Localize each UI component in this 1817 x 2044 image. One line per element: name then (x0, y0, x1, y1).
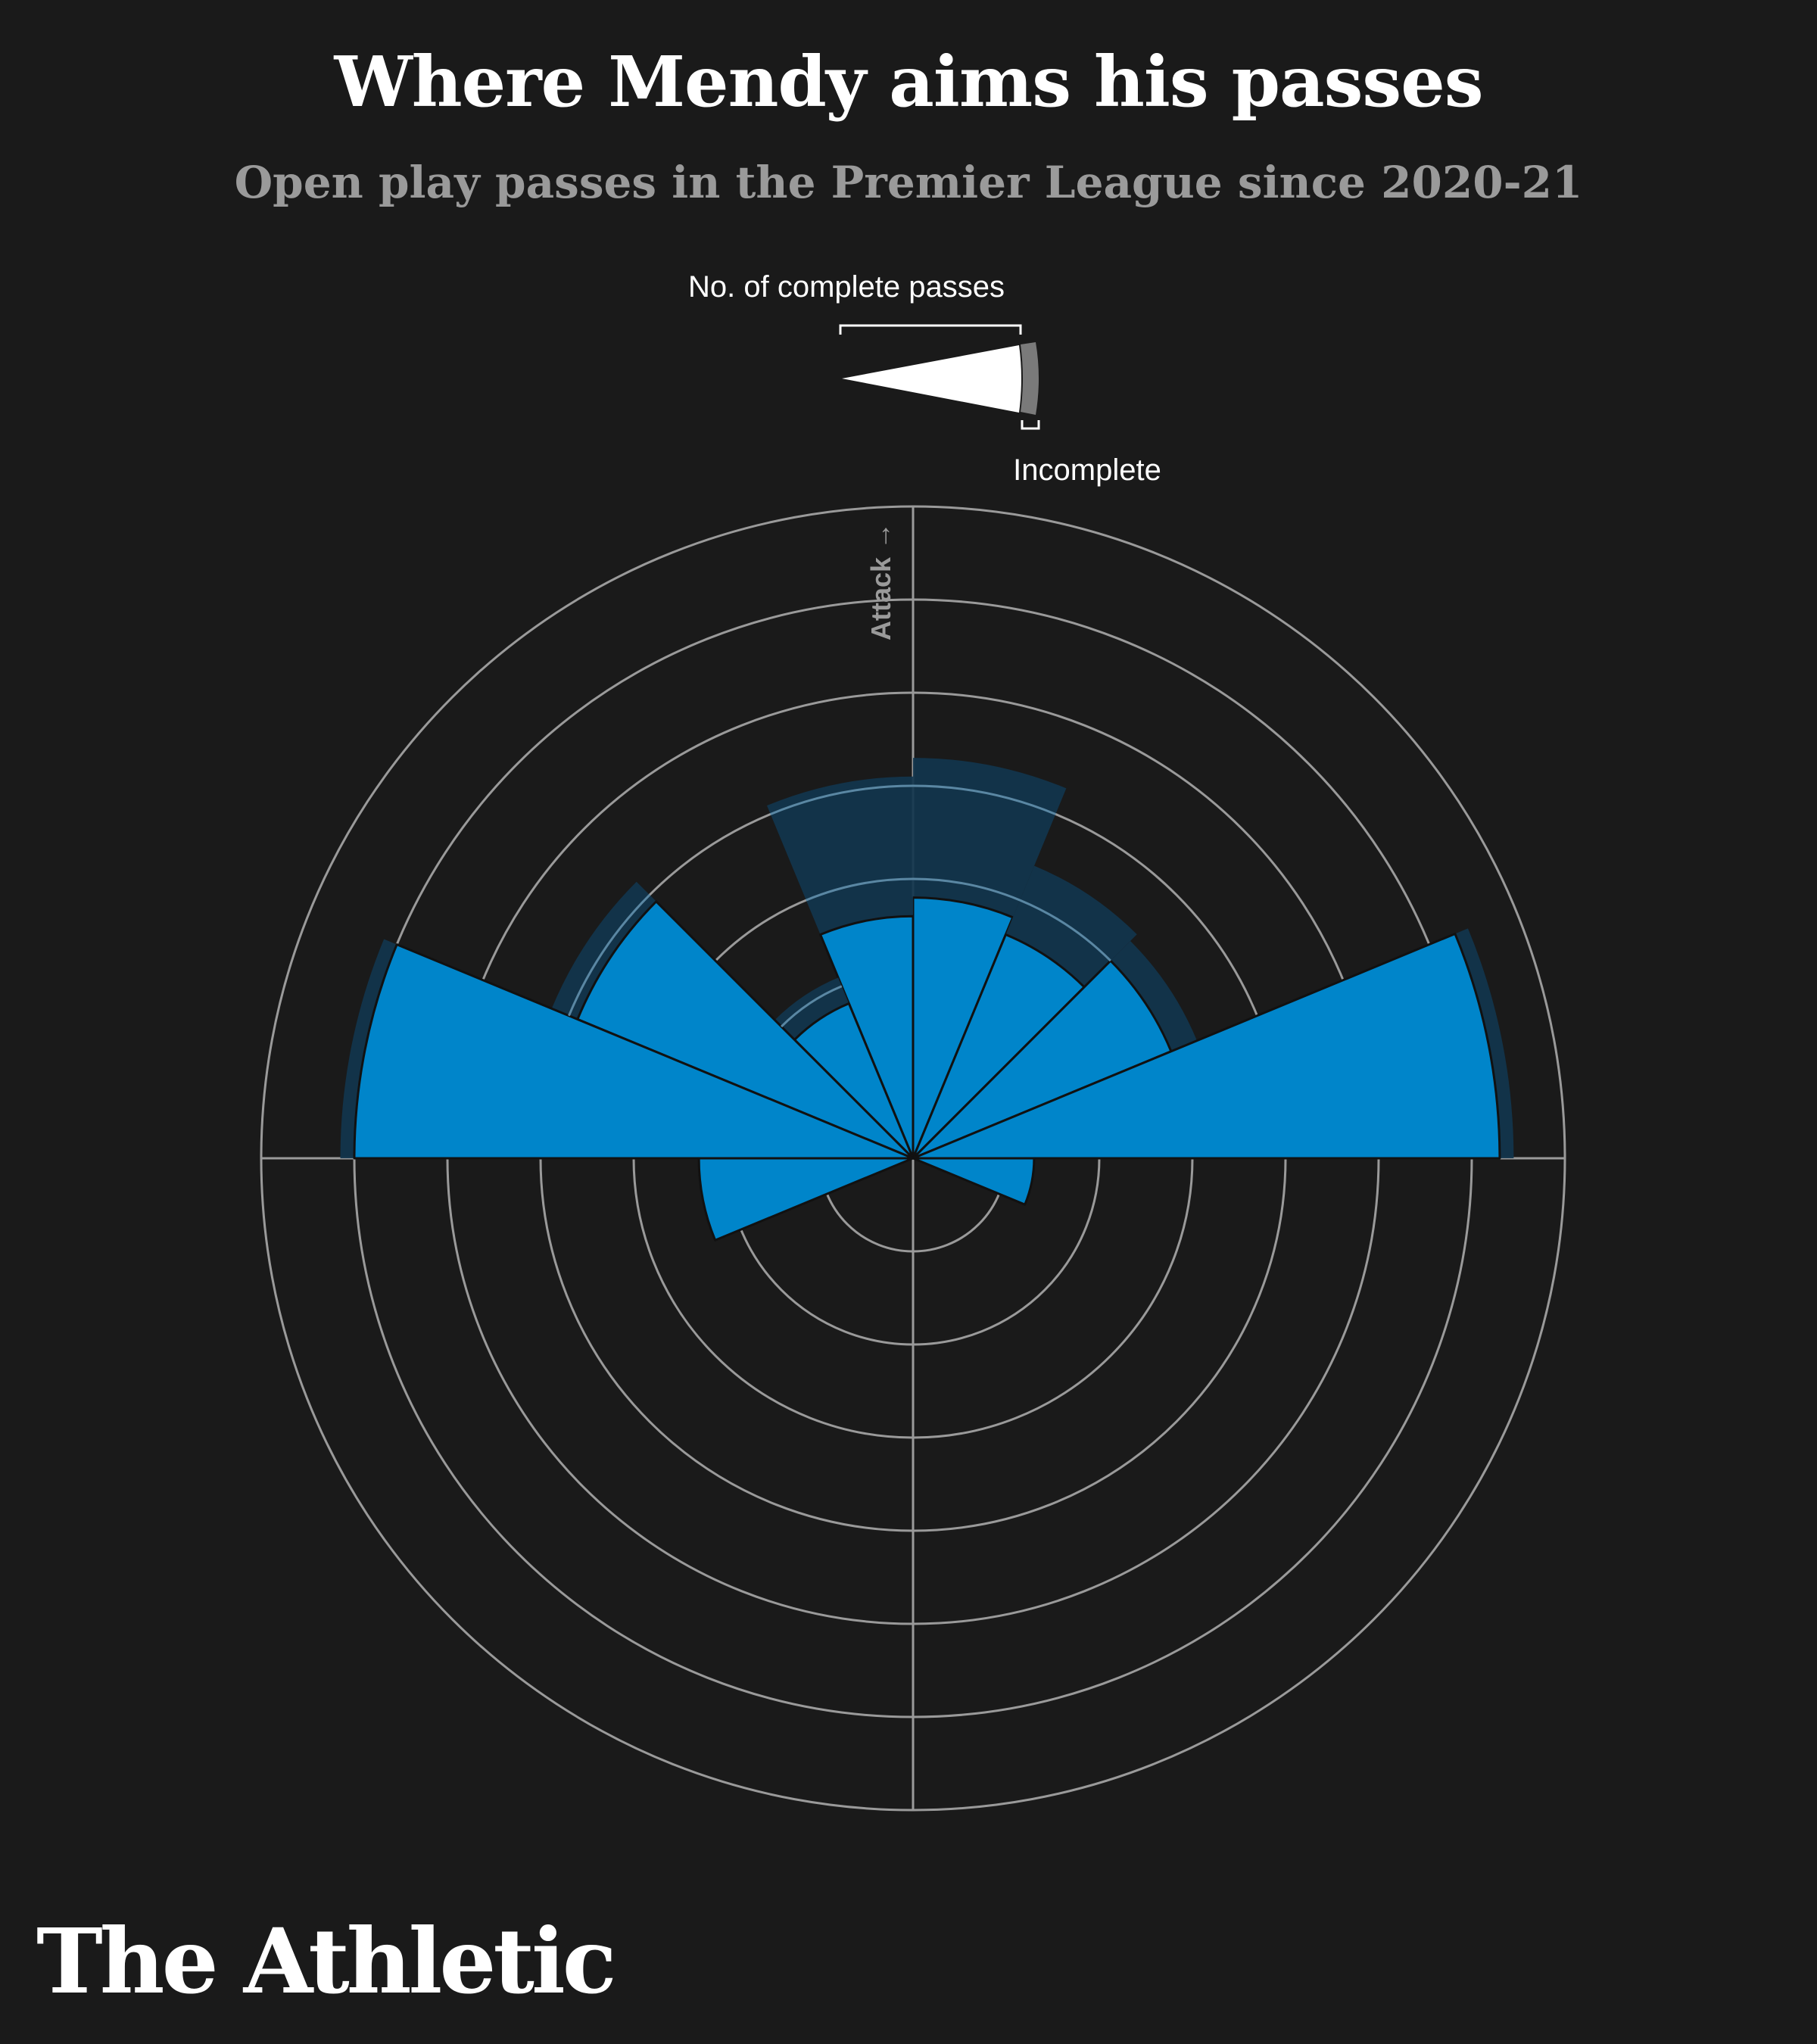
sector-complete (912, 933, 1086, 1160)
chart-subtitle: Open play passes in the Premier League s… (234, 157, 1583, 208)
legend-incomplete-wedge (1021, 342, 1039, 415)
sector-incomplete (767, 776, 913, 935)
legend: No. of complete passes Incomplete (688, 270, 1161, 487)
sector-complete (353, 943, 915, 1160)
grid-ring-overlay (1019, 899, 1111, 962)
grid-ring-overlay (912, 784, 1056, 815)
grid-ring-overlay (568, 894, 651, 1017)
legend-complete-bracket (839, 324, 1022, 335)
sector-incomplete (340, 939, 397, 1158)
sectors (340, 758, 1514, 1242)
legend-incomplete-label: Incomplete (1013, 453, 1161, 487)
sector-complete (819, 915, 915, 1160)
sector-incomplete (1454, 928, 1514, 1158)
sector-incomplete (1110, 940, 1198, 1052)
sector-complete (576, 900, 915, 1160)
sector-complete (912, 896, 1014, 1160)
sector-complete (912, 959, 1173, 1160)
sector-incomplete (774, 977, 849, 1040)
grid-ring-overlay (806, 877, 914, 902)
attack-direction-label: Attack → (865, 522, 896, 640)
grid-ring-overlay (770, 784, 914, 815)
sector-complete (697, 1157, 915, 1242)
legend-incomplete-bracket (1021, 420, 1040, 430)
grid-ring-overlay (912, 877, 1021, 902)
sector-incomplete (913, 758, 1067, 918)
the-athletic-logo: The Athletic (36, 1908, 617, 2014)
legend-complete-wedge (842, 345, 1021, 413)
grid-ring-overlay (780, 985, 843, 1028)
chart-title: Where Mendy aims his passes (334, 41, 1483, 123)
sector-incomplete (1005, 865, 1137, 987)
sector-complete (912, 1157, 1036, 1206)
legend-complete-label: No. of complete passes (688, 270, 1005, 304)
sector-complete (912, 932, 1501, 1160)
